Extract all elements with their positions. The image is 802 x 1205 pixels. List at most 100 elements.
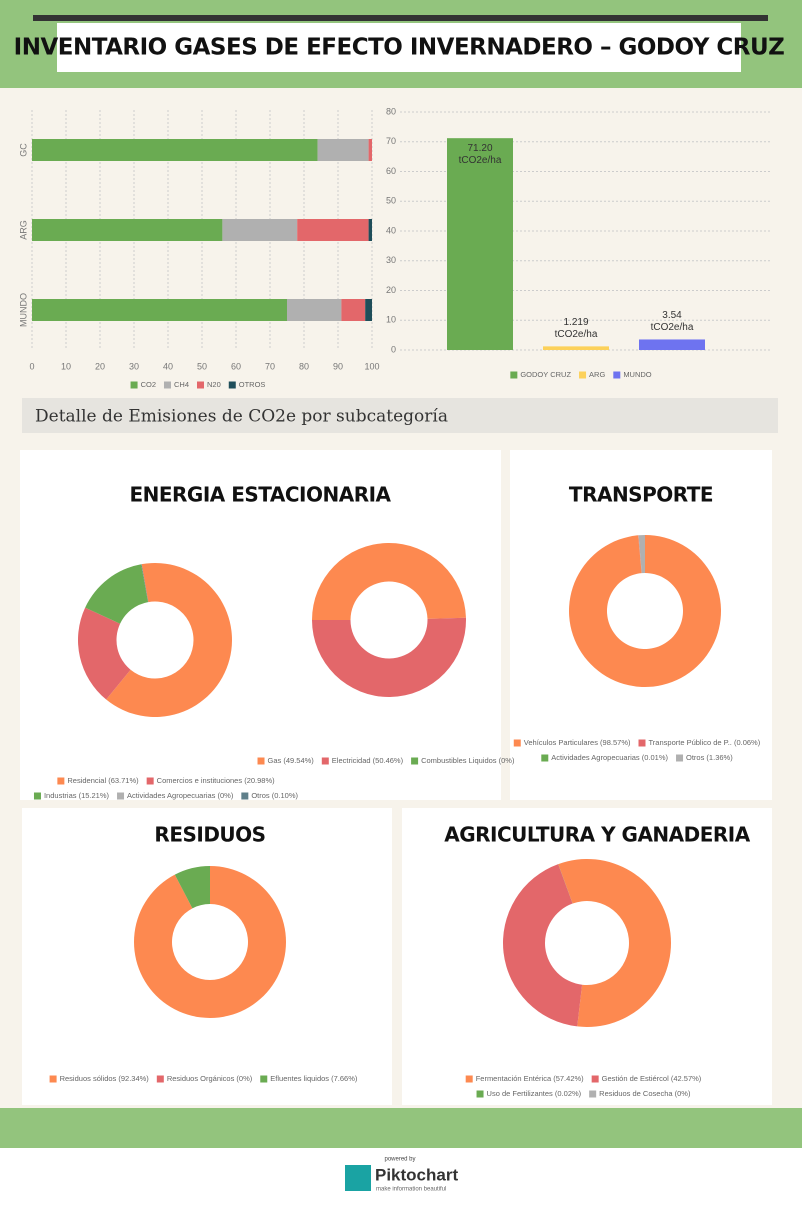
legend-swatch <box>579 371 587 379</box>
pie-slice <box>77 607 131 700</box>
panel <box>22 808 392 1105</box>
legend-label: CH4 <box>174 380 189 389</box>
legend-label: Vehículos Particulares (98.57%) <box>524 738 631 747</box>
panel-title: RESIDUOS <box>154 823 265 847</box>
header-box <box>57 23 741 72</box>
legend-label: Gas (49.54%) <box>268 756 315 765</box>
y-tick-label: 20 <box>386 285 396 295</box>
legend-swatch <box>241 792 249 800</box>
legend-swatch <box>411 757 419 765</box>
legend-swatch <box>465 1075 473 1083</box>
legend-swatch <box>260 1075 268 1083</box>
pie-slice <box>502 864 583 1027</box>
legend-swatch <box>163 381 171 389</box>
legend-label: Combustibles Liquidos (0%) <box>421 756 515 765</box>
legend-swatch <box>589 1090 597 1098</box>
y-tick-label: 70 <box>386 136 396 146</box>
value-label: 71.20 <box>467 143 492 154</box>
legend-swatch <box>228 381 236 389</box>
legend-swatch <box>476 1090 484 1098</box>
pie-slice <box>85 564 149 624</box>
value-unit: tCO2e/ha <box>459 155 502 166</box>
pie-slice <box>638 535 642 574</box>
pie-slice <box>141 564 149 603</box>
bar <box>447 138 513 350</box>
legend-swatch <box>591 1075 599 1083</box>
value-label: 1.219 <box>563 317 588 328</box>
footer-band <box>0 1108 802 1148</box>
legend-swatch <box>541 754 549 762</box>
y-tick-label: ARG <box>18 220 28 240</box>
header-rule <box>33 15 768 21</box>
x-tick-label: 20 <box>95 361 105 371</box>
x-tick-label: 80 <box>299 361 309 371</box>
bar <box>639 339 705 350</box>
bar-segment <box>287 299 342 321</box>
x-tick-label: 40 <box>163 361 173 371</box>
legend-swatch <box>117 792 125 800</box>
legend-swatch <box>156 1075 164 1083</box>
legend-label: OTROS <box>239 380 266 389</box>
panel-title: TRANSPORTE <box>569 483 713 507</box>
legend-swatch <box>49 1075 57 1083</box>
y-tick-label: MUNDO <box>18 293 28 327</box>
legend-swatch <box>510 371 518 379</box>
powered-by: powered by <box>384 1157 415 1163</box>
bar-segment <box>32 219 223 241</box>
bar-segment <box>32 139 318 161</box>
legend-swatch <box>57 777 65 785</box>
x-tick-label: 30 <box>129 361 139 371</box>
legend-label: MUNDO <box>623 370 651 379</box>
pie-slice <box>638 535 642 574</box>
x-tick-label: 10 <box>61 361 71 371</box>
value-label: 3.54 <box>662 310 682 321</box>
page-title: INVENTARIO GASES DE EFECTO INVERNADERO –… <box>14 35 785 61</box>
legend-swatch <box>197 381 204 389</box>
legend-label: Fermentación Entérica (57.42%) <box>476 1074 584 1083</box>
footer <box>0 1148 802 1200</box>
pie-slice <box>558 864 573 904</box>
pie-slice <box>312 542 466 620</box>
bar-segment <box>317 139 369 161</box>
legend-swatch <box>676 754 684 762</box>
legend-label: Uso de Fertilizantes (0.02%) <box>487 1089 582 1098</box>
x-tick-label: 0 <box>29 361 34 371</box>
panel-title: AGRICULTURA Y GANADERIA <box>444 823 750 847</box>
y-tick-label: 30 <box>386 255 396 265</box>
bar-segment <box>341 299 366 321</box>
legend-label: Gestión de Estiércol (42.57%) <box>602 1074 702 1083</box>
pie-slice <box>638 535 645 574</box>
x-tick-label: 100 <box>364 361 379 371</box>
y-tick-label: 50 <box>386 196 396 206</box>
legend-swatch <box>257 757 265 765</box>
pie-slice <box>134 866 286 1018</box>
legend-label: Otros (0.10%) <box>251 791 298 800</box>
tagline: make information beautiful <box>376 1187 446 1193</box>
value-unit: tCO2e/ha <box>651 322 694 333</box>
legend-label: Residuos Orgánicos (0%) <box>167 1074 253 1083</box>
legend-label: Residuos de Cosecha (0%) <box>599 1089 691 1098</box>
legend-swatch <box>613 371 621 379</box>
brand: Piktochart <box>375 1165 458 1184</box>
bar-segment <box>365 299 372 321</box>
panel-title: ENERGIA ESTACIONARIA <box>129 483 391 507</box>
pie-slice <box>312 617 466 697</box>
bar-segment <box>297 219 369 241</box>
legend-label: Residuos sólidos (92.34%) <box>60 1074 150 1083</box>
y-tick-label: 40 <box>386 225 396 235</box>
legend-label: Actividades Agropecuarias (0.01%) <box>551 753 668 762</box>
legend-label: Comercios e instituciones (20.98%) <box>157 776 275 785</box>
y-tick-label: 0 <box>391 344 396 354</box>
pie-slice <box>558 859 671 1027</box>
legend-swatch <box>130 381 138 389</box>
legend-label: Industrias (15.21%) <box>44 791 110 800</box>
pie-slice <box>174 866 210 909</box>
y-tick-label: 60 <box>386 166 396 176</box>
bar-segment <box>32 299 287 321</box>
section-title: Detalle de Emisiones de CO2e por subcate… <box>35 407 448 427</box>
pie-slice <box>106 563 232 717</box>
y-tick-label: GC <box>18 143 28 157</box>
legend-label: N20 <box>207 380 221 389</box>
legend-label: Actividades Agropecuarias (0%) <box>127 791 234 800</box>
